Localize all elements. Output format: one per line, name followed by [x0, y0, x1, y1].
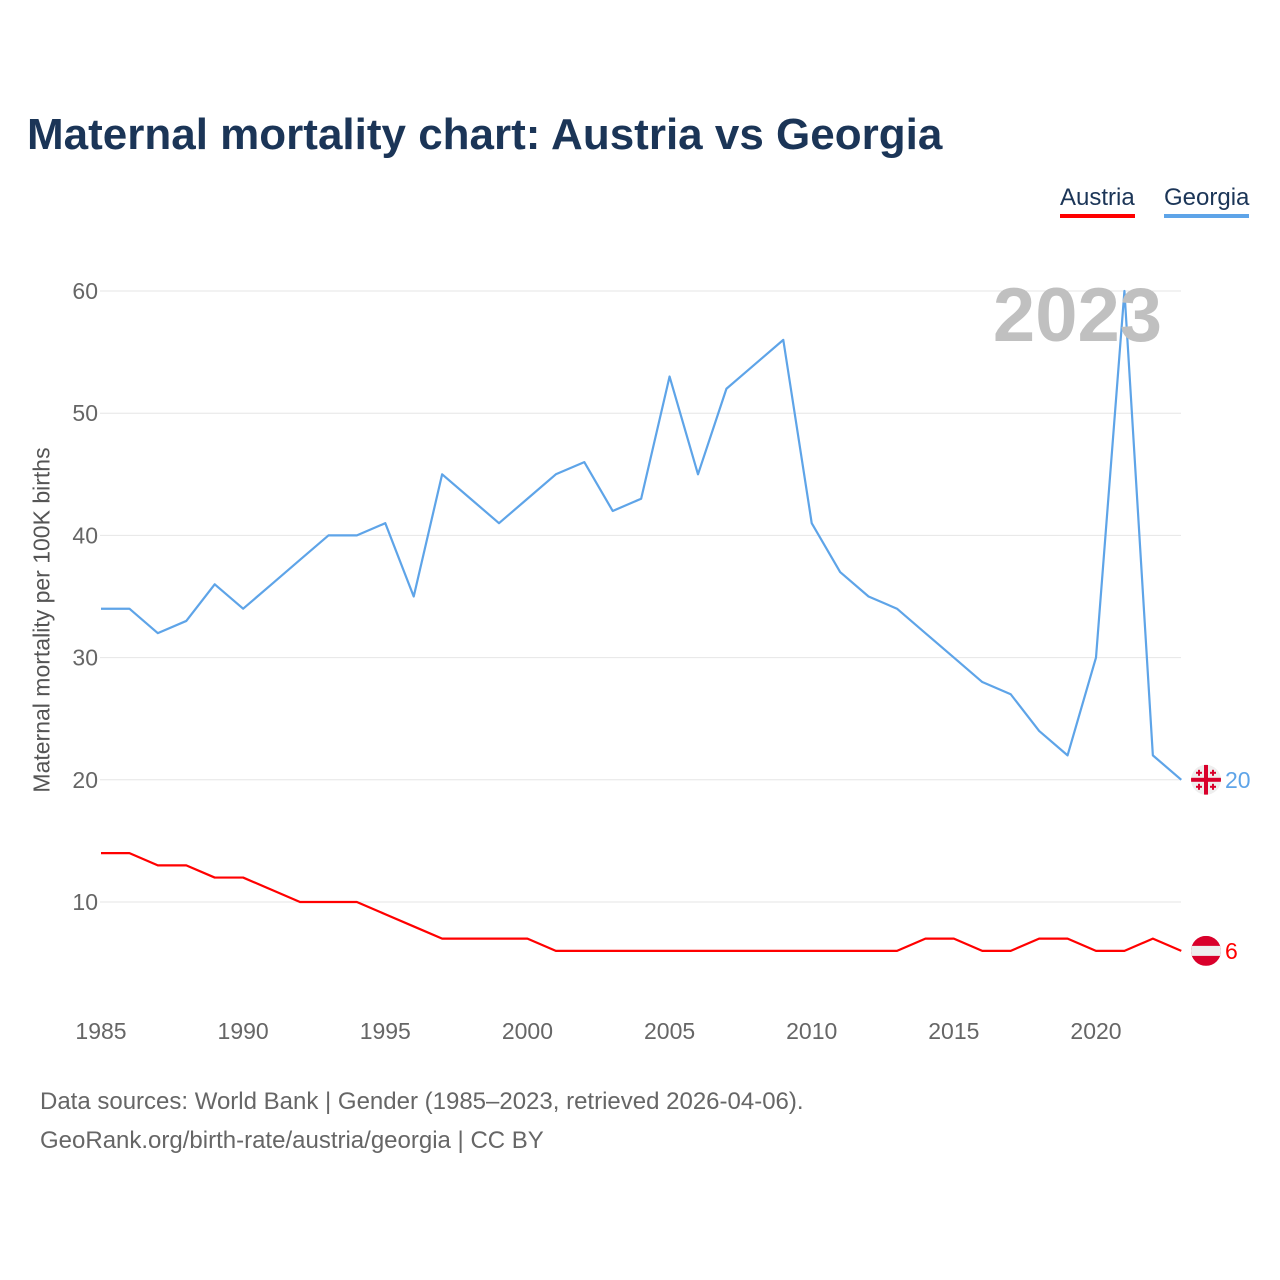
series-line-georgia — [101, 289, 1183, 781]
year-watermark: 2023 — [992, 273, 1162, 358]
x-tick-label: 1985 — [75, 1018, 126, 1044]
source-line-2[interactable]: GeoRank.org/birth-rate/austria/georgia |… — [40, 1127, 544, 1154]
y-tick-label: 60 — [72, 278, 98, 304]
x-tick-label: 2000 — [502, 1018, 553, 1044]
flag-austria-icon — [1191, 935, 1221, 966]
y-tick-label: 30 — [72, 645, 98, 671]
legend-georgia[interactable]: Georgia — [1164, 184, 1250, 218]
flag-body — [1191, 935, 1221, 966]
end-value-label-georgia: 20 — [1225, 767, 1251, 793]
flag-cross — [1191, 777, 1221, 782]
y-tick-label: 40 — [72, 522, 98, 548]
flag-small-cross — [1212, 783, 1214, 790]
x-tick-label: 2005 — [644, 1018, 695, 1044]
flag-small-cross — [1212, 769, 1214, 776]
series-line-austria — [101, 852, 1182, 952]
x-tick-label: 2015 — [928, 1018, 979, 1044]
x-tick-label: 2010 — [786, 1018, 837, 1044]
flag-body — [1191, 764, 1221, 795]
legend-austria[interactable]: Austria — [1060, 184, 1135, 218]
y-tick-label: 20 — [72, 767, 98, 793]
flag-small-cross — [1198, 783, 1200, 790]
end-value-label-austria: 6 — [1225, 938, 1238, 964]
y-axis-label: Maternal mortality per 100K births — [28, 447, 55, 793]
flag-georgia-icon — [1191, 764, 1221, 795]
flag-stripe — [1191, 945, 1221, 956]
source-line-1: Data sources: World Bank | Gender (1985–… — [40, 1088, 804, 1115]
y-tick-label: 50 — [72, 400, 98, 426]
x-tick-label: 1995 — [360, 1018, 411, 1044]
chart-title: Maternal mortality chart: Austria vs Geo… — [27, 110, 943, 159]
x-tick-label: 2020 — [1070, 1018, 1121, 1044]
y-tick-label: 10 — [72, 889, 98, 915]
flag-small-cross — [1198, 769, 1200, 776]
x-tick-label: 1990 — [218, 1018, 269, 1044]
